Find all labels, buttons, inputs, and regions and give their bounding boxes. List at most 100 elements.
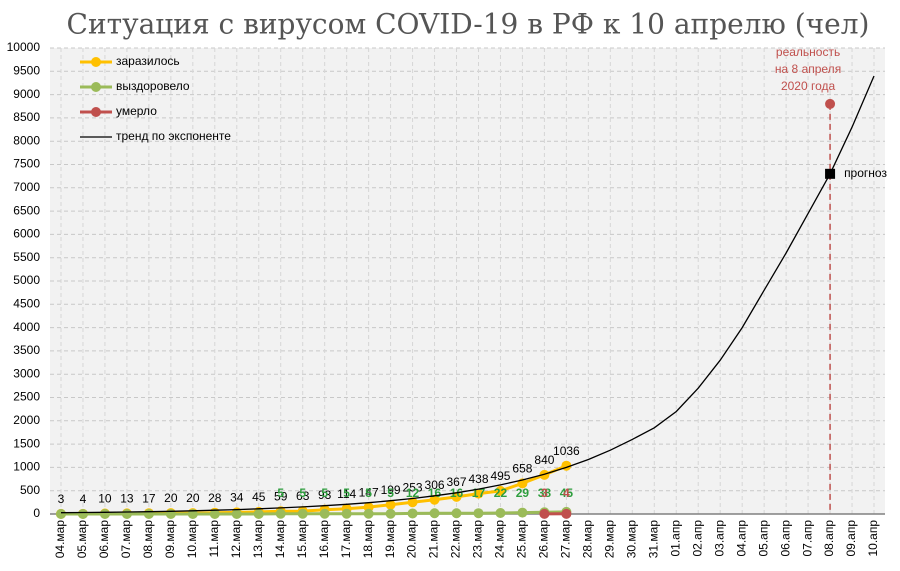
x-tick-label: 01.апр — [668, 520, 682, 557]
data-label: 5 — [321, 486, 328, 500]
x-tick-label: 30.мар — [624, 520, 638, 559]
data-label: 93 — [318, 488, 332, 502]
y-tick-label: 6000 — [13, 227, 40, 241]
point — [429, 494, 440, 505]
data-label: 4 — [80, 492, 87, 506]
y-tick-label: 8000 — [13, 133, 40, 147]
data-label: 45 — [252, 490, 266, 504]
x-tick-label: 20.мар — [405, 520, 419, 559]
data-label: 20 — [186, 491, 200, 505]
x-tick-label: 24.мар — [493, 520, 507, 559]
point — [473, 488, 484, 499]
reality-annotation: 2020 года — [781, 79, 836, 93]
data-label: 5 — [365, 486, 372, 500]
y-tick-label: 8500 — [13, 110, 40, 124]
reality-annotation: на 8 апреля — [775, 62, 841, 76]
x-tick-label: 27.мар — [559, 520, 573, 559]
data-label: 63 — [296, 489, 310, 503]
trend-line — [60, 75, 875, 514]
x-tick-label: 16.мар — [317, 520, 331, 559]
data-label: 12 — [406, 486, 420, 500]
data-label: 114 — [337, 487, 356, 501]
data-label: 16 — [428, 486, 442, 500]
legend-label: заразилось — [116, 54, 180, 68]
legend-marker — [91, 82, 101, 92]
data-label: 306 — [425, 478, 445, 492]
data-label: 199 — [381, 483, 401, 497]
y-tick-label: 7500 — [13, 157, 40, 171]
x-tick-label: 09.апр — [844, 520, 858, 557]
point — [77, 509, 88, 519]
x-tick-label: 29.мар — [603, 520, 617, 559]
forecast-point — [825, 168, 836, 179]
point — [473, 508, 484, 519]
x-tick-label: 22.мар — [449, 520, 463, 559]
legend-label: выздоровело — [116, 79, 190, 93]
y-tick-label: 3500 — [13, 343, 40, 357]
y-tick-label: 7000 — [13, 180, 40, 194]
data-label: 22 — [494, 486, 508, 500]
data-label: 5 — [343, 486, 350, 500]
y-tick-label: 5500 — [13, 250, 40, 264]
x-tick-label: 31.мар — [646, 520, 660, 559]
point — [385, 499, 396, 510]
x-tick-label: 10.мар — [185, 520, 199, 559]
point — [253, 509, 264, 519]
data-label: 438 — [468, 472, 488, 486]
x-tick-label: 05.мар — [75, 520, 89, 559]
data-label: 4 — [563, 486, 570, 500]
x-tick-label: 02.апр — [690, 520, 704, 557]
x-tick-label: 18.мар — [361, 520, 375, 559]
x-tick-label: 17.мар — [339, 520, 353, 559]
x-tick-label: 15.мар — [295, 520, 309, 559]
point — [99, 509, 110, 519]
data-label: 1036 — [553, 444, 580, 458]
point — [407, 508, 418, 519]
x-tick-label: 10.апр — [866, 520, 880, 557]
point — [143, 509, 154, 519]
data-label: 5 — [277, 486, 284, 500]
x-tick-label: 06.апр — [778, 520, 792, 557]
y-tick-label: 9000 — [13, 87, 40, 101]
data-label: 658 — [512, 462, 532, 476]
y-tick-label: 500 — [20, 483, 40, 497]
legend-label: тренд по экспоненте — [116, 129, 231, 143]
x-tick-label: 08.мар — [141, 520, 155, 559]
legend-marker — [91, 107, 101, 117]
point — [297, 508, 308, 519]
data-label: 34 — [230, 491, 244, 505]
x-tick-label: 13.мар — [251, 520, 265, 559]
data-label: 495 — [490, 469, 510, 483]
point — [429, 508, 440, 519]
data-label: 45 — [560, 486, 574, 500]
chart-title: Ситуация с вирусом COVID-19 в РФ к 10 ап… — [67, 8, 870, 41]
data-label: 367 — [446, 475, 466, 489]
point — [451, 491, 462, 502]
y-tick-label: 2000 — [13, 413, 40, 427]
x-tick-label: 03.апр — [712, 520, 726, 557]
y-tick-label: 5000 — [13, 273, 40, 287]
reality-annotation: реальность — [776, 45, 840, 59]
data-label: 29 — [516, 486, 530, 500]
point — [275, 508, 286, 519]
x-tick-label: 26.мар — [537, 520, 551, 559]
data-label: 38 — [538, 486, 552, 500]
legend-marker — [91, 57, 101, 67]
data-label: 59 — [274, 489, 288, 503]
x-tick-label: 05.апр — [756, 520, 770, 557]
point — [517, 507, 528, 518]
data-label: 3 — [541, 486, 548, 500]
x-tick-label: 07.мар — [119, 520, 133, 559]
x-tick-label: 14.мар — [273, 520, 287, 559]
point — [231, 509, 242, 519]
data-label: 28 — [208, 491, 222, 505]
x-tick-label: 12.мар — [229, 520, 243, 559]
point — [561, 508, 572, 519]
x-tick-label: 21.мар — [427, 520, 441, 559]
x-tick-label: 23.мар — [471, 520, 485, 559]
x-tick-label: 11.мар — [207, 520, 221, 558]
x-tick-label: 25.мар — [515, 520, 529, 559]
point — [363, 508, 374, 519]
point — [495, 485, 506, 496]
